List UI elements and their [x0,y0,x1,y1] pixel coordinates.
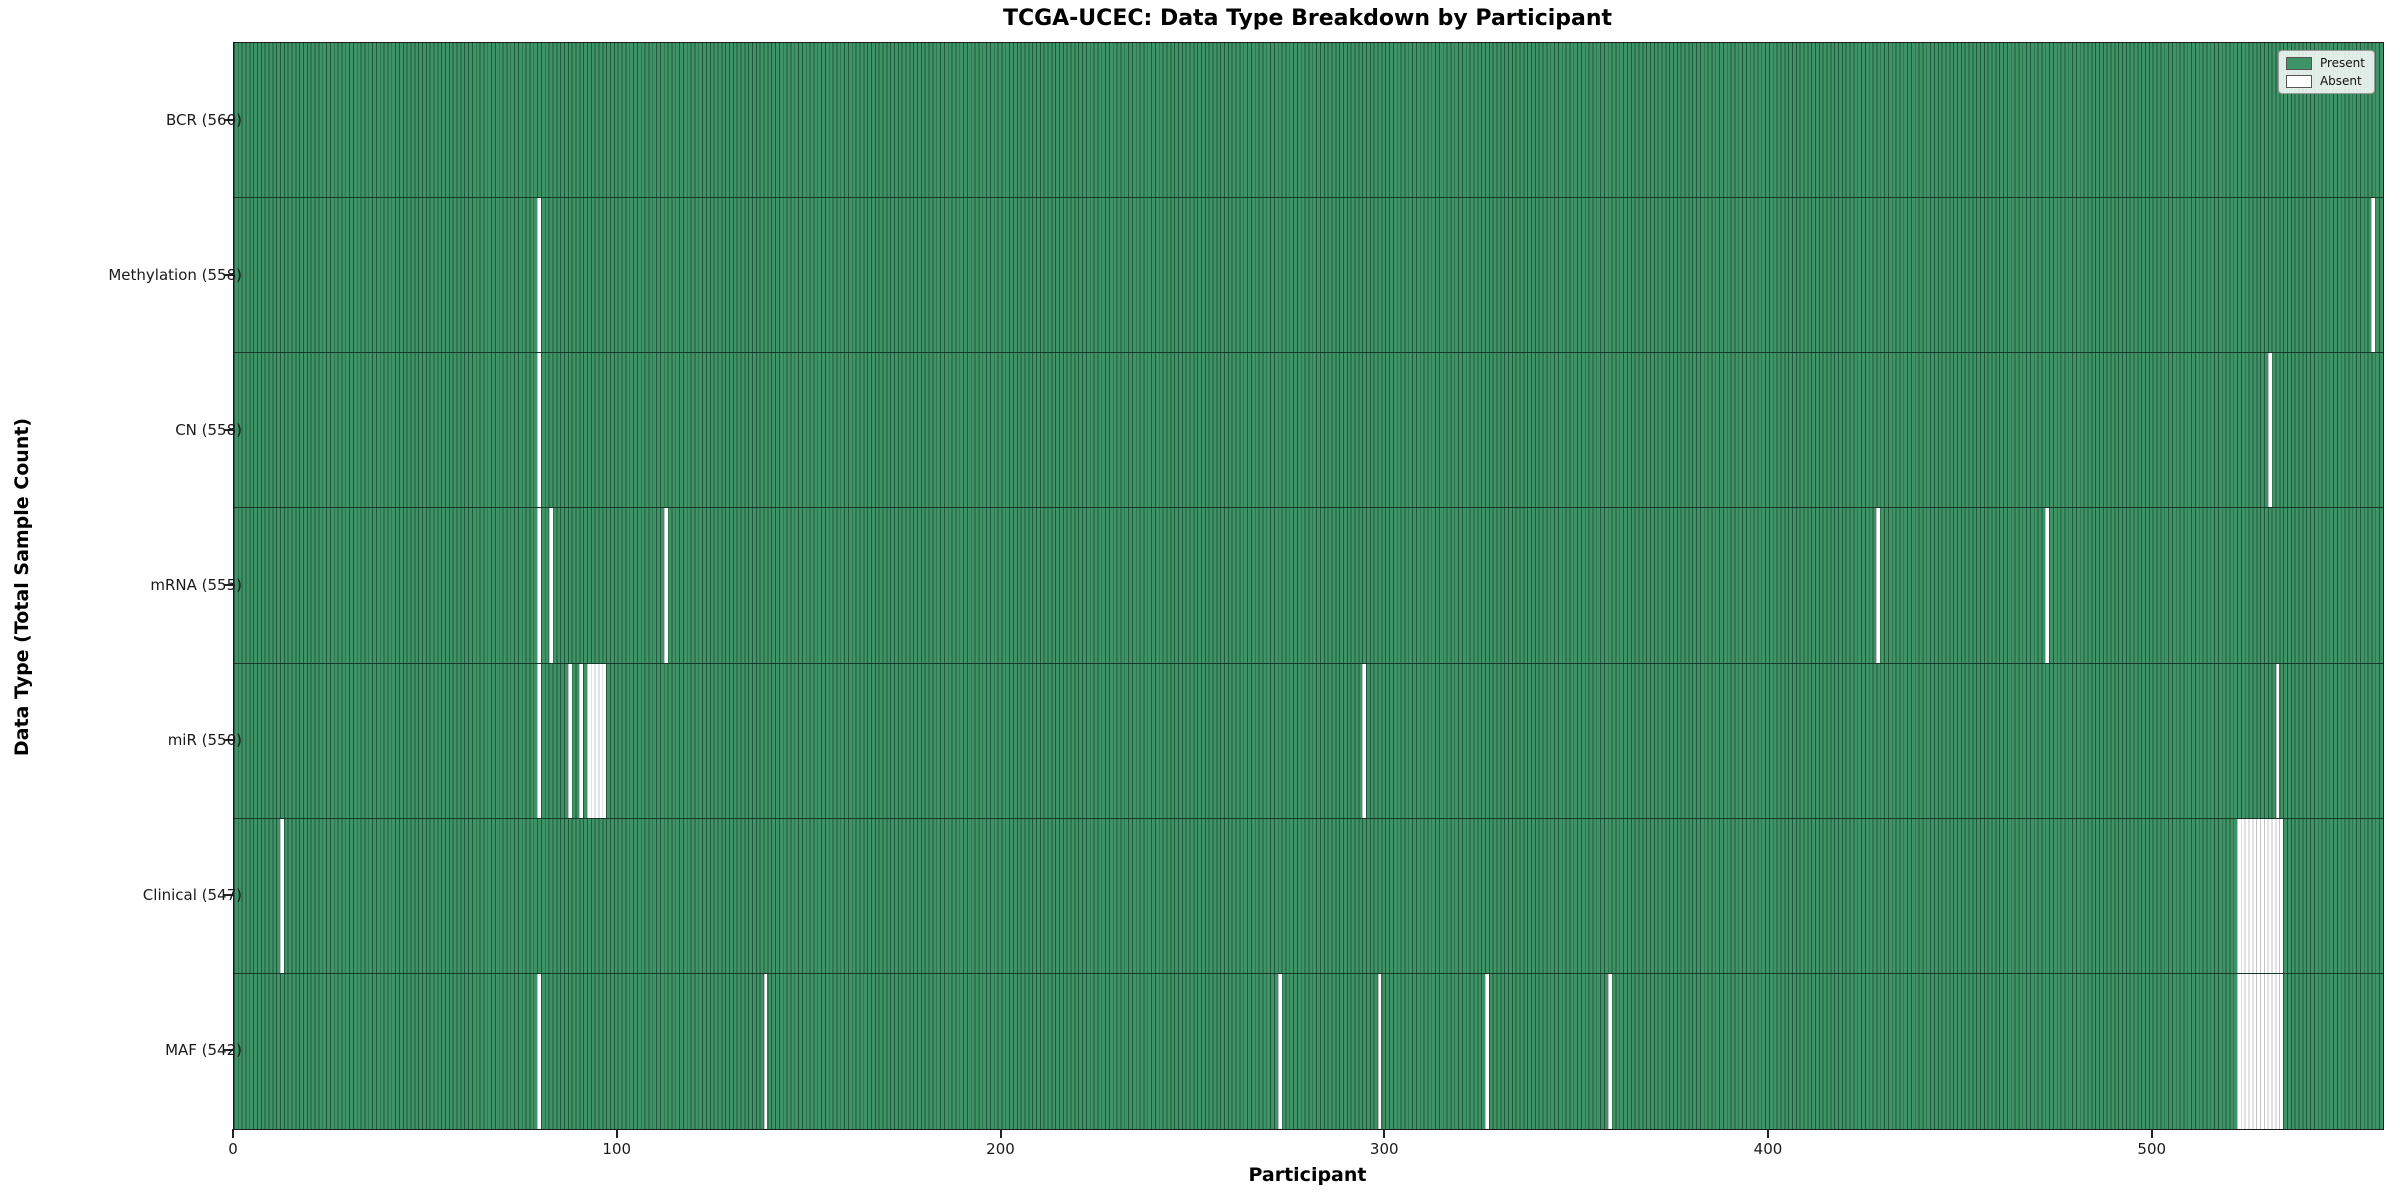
y-tick-mark [224,739,233,742]
x-tick-label-400: 400 [1753,1140,1783,1158]
present-swatch-icon [2285,56,2312,70]
y-tick-label-Methylation: Methylation (558) [108,265,242,284]
absent-gap-MAF-298 [1377,973,1382,1129]
row-MAF [234,973,2383,1129]
x-tick-label-500: 500 [2137,1140,2167,1158]
absent-gap-miR-90 [579,663,584,818]
y-tick-label-MAF: MAF (542) [165,1041,242,1060]
absent-gap-mRNA-112 [663,508,668,663]
absent-gap-mRNA-79 [537,508,541,663]
x-tick-mark-500 [2150,1129,2153,1138]
absent-gap-mRNA-428 [1876,508,1881,663]
row-miR [234,663,2383,819]
absent-gap-MAF-326 [1485,973,1489,1129]
x-tick-label-200: 200 [986,1140,1015,1158]
x-axis-label: Participant [1248,1164,1367,1186]
absent-gap-miR-87 [567,663,572,818]
x-tick-mark-400 [1767,1129,1769,1138]
row-mRNA [234,508,2383,664]
x-tick-mark-200 [999,1129,1002,1138]
absent-gap-CN-530 [2267,353,2272,508]
x-tick-label-100: 100 [602,1140,632,1158]
absent-gap-MAF-79 [537,973,541,1129]
y-tick-label-BCR: BCR (560) [165,110,242,129]
x-tick-mark-100 [615,1129,618,1138]
chart-title: TCGA-UCEC: Data Type Breakdown by Partic… [1002,6,1613,31]
y-tick-mark [224,584,233,586]
legend-entry-absent: Absent [2285,74,2365,88]
absent-gap-MAF-272 [1277,973,1282,1129]
legend-entry-present: Present [2285,56,2365,70]
absent-gap-MAF-138 [763,973,768,1129]
y-tick-label-CN: CN (558) [175,420,242,439]
y-axis-label: Data Type (Total Sample Count) [11,417,33,757]
y-tick-label-mRNA: mRNA (555) [150,576,242,594]
x-tick-label-300: 300 [1369,1140,1399,1158]
row-Methylation [234,198,2383,354]
absent-gap-miR-532 [2275,663,2280,818]
x-tick-label-0: 0 [228,1140,238,1158]
absent-gap-Clinical-522 [2237,818,2284,973]
legend: Present Absent [2277,50,2375,94]
y-tick-mark [224,1049,233,1052]
absent-gap-Methylation-557 [2371,198,2376,353]
absent-gap-Methylation-79 [537,198,541,353]
x-tick-mark-300 [1383,1129,1386,1138]
absent-gap-MAF-358 [1607,973,1612,1129]
plot-area: Present Absent [233,42,2384,1130]
row-BCR [234,43,2383,199]
y-tick-label-Clinical: Clinical (547) [142,886,242,905]
absent-gap-miR-294 [1362,663,1367,818]
legend-absent-label: Absent [2319,74,2362,88]
absent-gap-miR-92 [587,663,607,818]
legend-present-label: Present [2319,56,2365,70]
y-tick-mark [224,118,233,121]
y-tick-mark [224,894,233,897]
absent-swatch-icon [2285,74,2312,88]
absent-gap-Clinical-12 [280,818,284,973]
absent-gap-mRNA-82 [548,508,553,663]
y-tick-mark [224,273,233,276]
absent-gap-MAF-522 [2237,973,2284,1129]
y-tick-mark [224,428,233,431]
row-Clinical [234,818,2383,974]
x-tick-mark-0 [232,1129,234,1138]
absent-gap-mRNA-472 [2045,508,2050,663]
absent-gap-CN-79 [537,353,541,508]
y-tick-label-miR: miR (550) [167,731,242,750]
row-CN [234,353,2383,509]
absent-gap-miR-79 [537,663,541,818]
